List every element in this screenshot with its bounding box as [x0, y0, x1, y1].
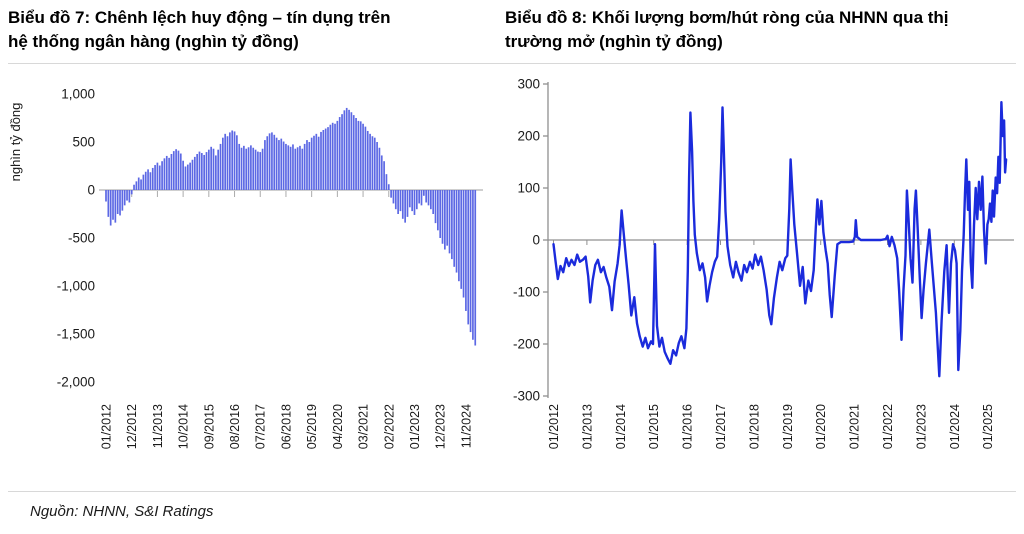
svg-text:nghìn tỷ đồng: nghìn tỷ đồng: [8, 103, 23, 182]
deposit-credit-gap-chart: 1,000 500 0 -500 -1,000 -1,500 -2,000 nghìn tỷ …: [8, 87, 483, 449]
svg-text:01/2013: 01/2013: [580, 404, 594, 449]
svg-text:-2,000: -2,000: [57, 375, 95, 390]
svg-text:01/2021: 01/2021: [848, 404, 862, 449]
svg-text:0: 0: [87, 183, 95, 198]
svg-text:-300: -300: [513, 389, 540, 404]
svg-text:-1,500: -1,500: [57, 327, 95, 342]
svg-text:07/2017: 07/2017: [254, 404, 268, 449]
svg-text:200: 200: [517, 129, 540, 144]
svg-text:01/2012: 01/2012: [100, 404, 114, 449]
svg-text:11/2024: 11/2024: [459, 404, 473, 448]
svg-text:-500: -500: [68, 231, 95, 246]
svg-text:01/2014: 01/2014: [614, 404, 628, 449]
svg-text:04/2020: 04/2020: [331, 404, 345, 449]
right-chart-title-line2: trường mở (nghìn tỷ đồng): [505, 32, 723, 51]
left-chart-title: Biểu đồ 7: Chênh lệch huy động – tín dụn…: [8, 6, 468, 54]
svg-text:09/2015: 09/2015: [202, 404, 216, 449]
right-chart-title: Biểu đồ 8: Khối lượng bơm/hút ròng của N…: [505, 6, 1020, 54]
left-chart-title-line2: hệ thống ngân hàng (nghìn tỷ đồng): [8, 32, 299, 51]
svg-text:11/2013: 11/2013: [151, 404, 165, 448]
svg-text:01/2022: 01/2022: [881, 404, 895, 449]
svg-text:12/2023: 12/2023: [434, 404, 448, 449]
svg-text:01/2012: 01/2012: [547, 404, 561, 449]
source-note: Nguồn: NHNN, S&I Ratings: [30, 503, 214, 520]
svg-text:01/2025: 01/2025: [981, 404, 995, 449]
svg-text:03/2021: 03/2021: [357, 404, 371, 449]
svg-text:10/2014: 10/2014: [177, 404, 191, 449]
left-chart-title-line1: Biểu đồ 7: Chênh lệch huy động – tín dụn…: [8, 8, 391, 27]
svg-text:01/2023: 01/2023: [408, 404, 422, 449]
svg-text:08/2016: 08/2016: [228, 404, 242, 449]
svg-text:-1,000: -1,000: [57, 279, 95, 294]
svg-text:01/2016: 01/2016: [681, 404, 695, 449]
omo-net-volume-chart: 300 200 100 0 -100 -200 -300 01/2012 01/2013 01/2…: [513, 77, 1014, 449]
svg-text:01/2019: 01/2019: [781, 404, 795, 449]
bottom-divider: [8, 491, 1016, 492]
svg-text:0: 0: [532, 233, 540, 248]
svg-text:06/2018: 06/2018: [279, 404, 293, 449]
svg-text:-200: -200: [513, 337, 540, 352]
svg-text:500: 500: [72, 135, 95, 150]
svg-text:05/2019: 05/2019: [305, 404, 319, 449]
svg-text:01/2018: 01/2018: [747, 404, 761, 449]
svg-text:-100: -100: [513, 285, 540, 300]
top-divider: [8, 63, 1016, 64]
svg-text:01/2023: 01/2023: [914, 404, 928, 449]
svg-text:12/2012: 12/2012: [125, 404, 139, 449]
svg-text:100: 100: [517, 181, 540, 196]
svg-text:01/2024: 01/2024: [948, 404, 962, 449]
svg-text:01/2020: 01/2020: [814, 404, 828, 449]
svg-text:02/2022: 02/2022: [382, 404, 396, 449]
svg-text:1,000: 1,000: [61, 87, 95, 102]
svg-text:01/2017: 01/2017: [714, 404, 728, 449]
svg-text:300: 300: [517, 77, 540, 92]
right-chart-title-line1: Biểu đồ 8: Khối lượng bơm/hút ròng của N…: [505, 8, 949, 27]
svg-text:01/2015: 01/2015: [647, 404, 661, 449]
